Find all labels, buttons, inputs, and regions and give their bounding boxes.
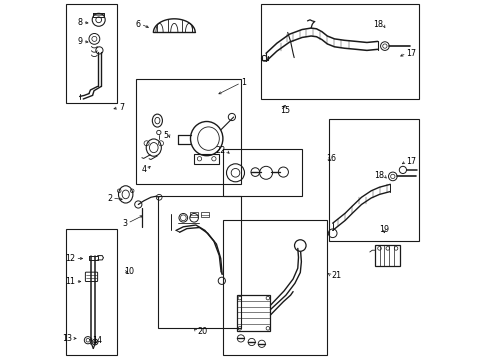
Bar	[194, 154, 219, 164]
Bar	[66, 229, 117, 355]
Bar	[328, 119, 418, 241]
Bar	[200, 212, 209, 217]
Text: 11: 11	[65, 277, 75, 286]
Text: 12: 12	[65, 254, 75, 263]
Text: 7: 7	[119, 103, 124, 112]
Text: 21: 21	[330, 271, 340, 280]
Text: 3: 3	[122, 219, 127, 228]
Text: 9: 9	[77, 37, 82, 46]
Text: 22: 22	[215, 146, 225, 155]
Text: 20: 20	[197, 328, 207, 336]
Text: 18: 18	[373, 171, 384, 180]
Text: 17: 17	[406, 157, 416, 166]
Bar	[237, 295, 270, 331]
Bar	[158, 196, 241, 328]
Bar	[223, 220, 326, 355]
Text: 17: 17	[406, 49, 416, 58]
Text: 4: 4	[142, 165, 146, 174]
Bar	[374, 245, 399, 266]
Bar	[189, 212, 198, 217]
Text: 16: 16	[326, 154, 336, 163]
Text: 15: 15	[280, 107, 290, 115]
Text: 5: 5	[163, 130, 168, 139]
Bar	[136, 79, 241, 184]
Text: 6: 6	[136, 19, 141, 29]
Text: 14: 14	[92, 336, 102, 345]
Text: 2: 2	[107, 194, 112, 202]
Text: 8: 8	[77, 18, 82, 27]
Text: 19: 19	[378, 225, 388, 234]
Bar	[223, 149, 302, 196]
Text: 13: 13	[61, 334, 72, 343]
Text: 18: 18	[372, 20, 382, 29]
Bar	[66, 4, 117, 103]
Text: 10: 10	[123, 267, 134, 276]
Bar	[260, 4, 418, 99]
Text: 1: 1	[241, 78, 245, 87]
